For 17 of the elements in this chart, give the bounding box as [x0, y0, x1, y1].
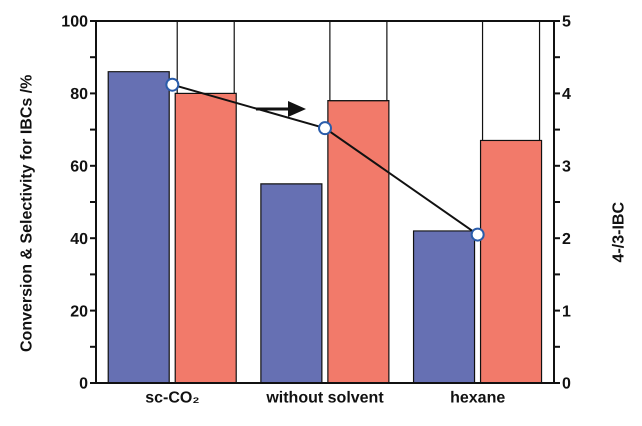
y2-tick-label: 1 — [562, 303, 571, 320]
y-tick-label: 0 — [79, 376, 88, 393]
y2-axis-title: 4-/3-IBC — [610, 202, 628, 262]
x-tick-label: without solvent — [265, 389, 384, 406]
y-tick-label: 100 — [61, 14, 88, 31]
y2-tick-label: 4 — [562, 86, 571, 104]
y-axis-title: Conversion & Selectivity for IBCs /% — [18, 74, 36, 352]
y-tick-label: 40 — [70, 230, 88, 248]
y-tick-label: 20 — [70, 303, 88, 320]
y-tick-label: 60 — [70, 158, 88, 176]
y2-tick-label: 0 — [562, 376, 571, 393]
x-tick-label: sc-CO₂ — [145, 389, 200, 406]
x-tick-label: hexane — [450, 389, 506, 406]
y-tick-label: 80 — [70, 86, 88, 104]
y2-tick-label: 5 — [562, 14, 571, 31]
y2-tick-label: 3 — [562, 158, 571, 176]
y2-tick-label: 2 — [562, 230, 571, 248]
